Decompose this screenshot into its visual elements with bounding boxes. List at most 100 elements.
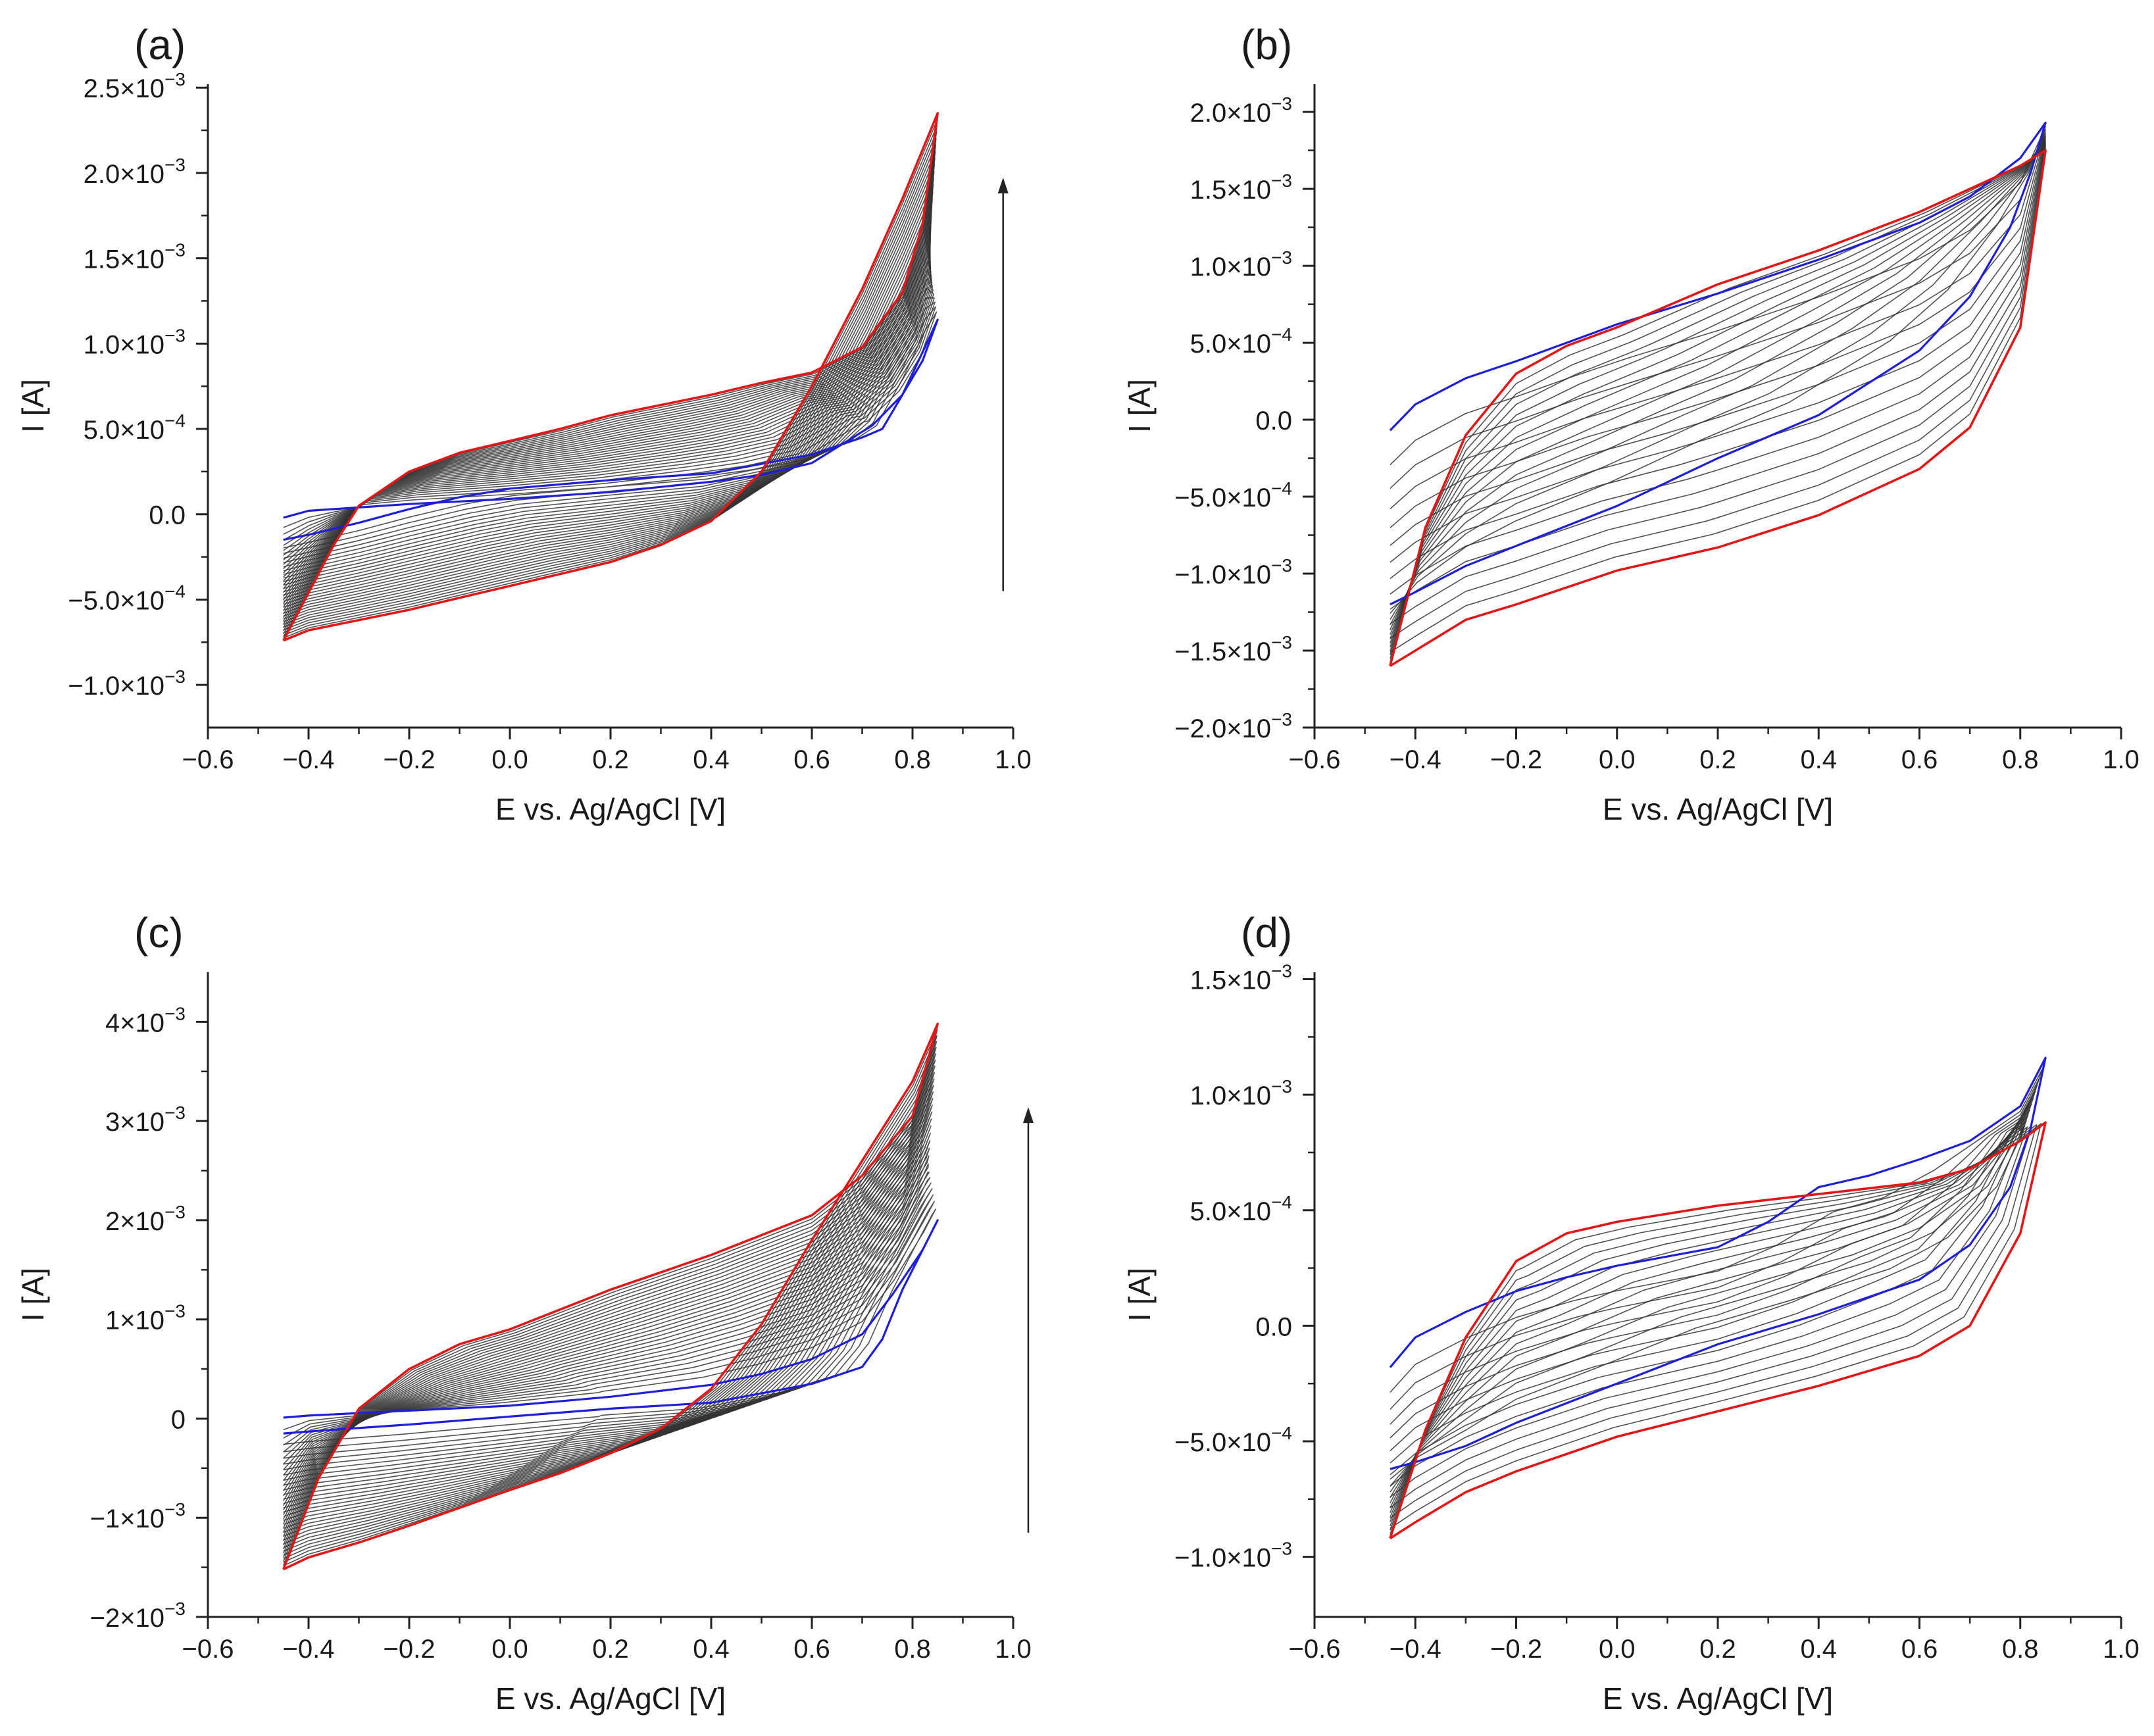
- cycle-curve-black: [1390, 141, 2046, 648]
- x-tick-label: 0.0: [491, 745, 528, 774]
- cycle-curve-black: [283, 1035, 938, 1563]
- x-tick-label: −0.4: [283, 745, 335, 774]
- trend-arrow-head: [997, 177, 1009, 193]
- cycle-curve-black: [1390, 136, 2046, 635]
- x-tick-label: 0.8: [894, 1635, 931, 1664]
- y-tick-label: 0.0: [1255, 1312, 1292, 1341]
- x-axis-label: E vs. Ag/AgCl [V]: [1603, 1681, 1833, 1716]
- cycle-curve-black: [283, 1041, 938, 1560]
- y-tick-label: −5.0×10−4: [68, 581, 186, 615]
- cycle-curve-black: [1390, 148, 2046, 663]
- cycle-curve-black: [283, 177, 934, 614]
- cycle-curve-black: [283, 278, 934, 572]
- cycle-curve-black: [283, 1188, 933, 1465]
- cycle-curve-black: [283, 1208, 936, 1445]
- x-axis-label: E vs. Ag/AgCl [V]: [495, 792, 726, 826]
- cycle-curve-black: [283, 301, 936, 559]
- cycle-curve-black: [283, 157, 936, 622]
- cycle-curve-black: [283, 125, 938, 636]
- y-tick-label: 2.0×10−3: [1190, 93, 1292, 128]
- x-tick-label: 1.0: [2103, 745, 2140, 774]
- chart-panel: (a) −0.6 −0.4 −0.2 0.0 0.2 0.4 0.6 0.8 1.0 −1.0×10…: [16, 21, 1032, 826]
- y-tick-label: 1.0×10−3: [1190, 247, 1292, 282]
- x-tick-label: 0.0: [1599, 1635, 1636, 1664]
- cycle-curve-black: [283, 220, 932, 596]
- cycle-curve-black: [1390, 131, 2046, 626]
- x-tick-label: 0.8: [2002, 1635, 2039, 1664]
- x-tick-label: 0.4: [693, 1635, 730, 1664]
- last-cycle-curve-red: [282, 112, 939, 642]
- cycle-curve-black: [283, 1065, 936, 1545]
- last-cycle-curve-red: [282, 1022, 939, 1571]
- cycle-curve-black: [283, 170, 935, 617]
- first-cycle-curve-blue: [1389, 121, 2047, 606]
- y-axis-label: I [A]: [1122, 1268, 1157, 1322]
- y-tick-label: 0: [171, 1405, 186, 1434]
- plot-area: [1389, 121, 2047, 667]
- cycle-curve-black: [283, 1091, 934, 1529]
- cycle-curve-black: [283, 144, 936, 628]
- cycle-curve-black: [283, 164, 936, 620]
- cycle-curve-black: [1390, 1109, 2030, 1513]
- y-tick-label: 1.5×10−3: [84, 240, 186, 274]
- last-cycle-curve-red: [1389, 149, 2047, 667]
- panel-label: (d): [1241, 909, 1292, 956]
- x-tick-label: 0.2: [592, 745, 629, 774]
- x-tick-label: 0.4: [693, 745, 730, 774]
- cycle-curve-black: [283, 287, 934, 568]
- x-tick-label: −0.2: [1490, 1635, 1542, 1664]
- cycle-curve-black: [283, 311, 938, 549]
- cycle-curve-black: [283, 131, 938, 633]
- cycle-curve-black: [1390, 1097, 2034, 1504]
- cycle-curve-black: [283, 1177, 931, 1476]
- cycle-curve-black: [1390, 1069, 2043, 1480]
- cycle-curve-black: [1390, 126, 2046, 614]
- trend-arrow-head: [1022, 1107, 1034, 1124]
- cycle-curve-black: [283, 244, 932, 586]
- cycle-curve-black: [1390, 137, 2046, 639]
- x-tick-label: 0.4: [1800, 1635, 1837, 1664]
- y-tick-label: 2×10−3: [105, 1202, 186, 1236]
- cycle-curve-black: [1390, 134, 2046, 630]
- first-cycle-curve-blue: [1389, 1056, 2047, 1470]
- cycle-curve-black: [283, 1172, 930, 1481]
- cycle-curve-black: [283, 1053, 936, 1552]
- x-tick-label: 1.0: [995, 745, 1032, 774]
- cycle-curve-black: [1390, 143, 2046, 652]
- first-cycle-curve-blue: [283, 318, 939, 541]
- y-tick-label: −1.5×10−3: [1174, 632, 1292, 666]
- cycle-curve-black: [1390, 1125, 2033, 1527]
- y-tick-label: 1.5×10−3: [1190, 961, 1292, 995]
- x-tick-label: 0.2: [592, 1635, 629, 1664]
- cycle-curve-black: [283, 1085, 934, 1533]
- y-tick-label: 1.5×10−3: [1190, 170, 1292, 205]
- x-tick-label: −0.4: [283, 1635, 335, 1664]
- x-tick-label: 1.0: [2103, 1635, 2140, 1664]
- y-tick-label: −1.0×10−3: [1174, 1539, 1292, 1573]
- cycle-curve-black: [283, 252, 932, 583]
- panel-label: (a): [134, 21, 186, 68]
- y-tick-label: 4×10−3: [105, 1003, 186, 1037]
- cycle-curve-black: [283, 1163, 929, 1486]
- cycle-curve-black: [283, 269, 934, 576]
- x-tick-label: 0.6: [1901, 745, 1938, 774]
- x-tick-label: −0.6: [1289, 745, 1341, 774]
- cycle-curve-black: [283, 198, 933, 605]
- x-tick-label: 0.6: [793, 1635, 830, 1664]
- cycle-curve-black: [1390, 1124, 2038, 1531]
- chart-panel: (b) −0.6 −0.4 −0.2 0.0 0.2 0.4 0.6 0.8 1.0 −2.0×10…: [1122, 21, 2140, 826]
- y-tick-label: 2.5×10−3: [84, 69, 186, 103]
- cycle-curve-black: [283, 1047, 937, 1556]
- cycle-curve-black: [283, 191, 934, 608]
- cycle-curve-black: [283, 1098, 934, 1525]
- y-tick-label: −5.0×10−4: [1174, 478, 1292, 512]
- x-tick-label: 0.6: [793, 745, 830, 774]
- y-tick-label: −2×10−3: [90, 1599, 186, 1633]
- cycle-curve-black: [283, 1078, 935, 1537]
- cycle-curve-black: [1390, 1078, 2040, 1487]
- cycle-curve-black: [1390, 146, 2046, 659]
- cycle-curve-black: [283, 1133, 931, 1504]
- y-tick-label: 0.0: [1255, 407, 1292, 435]
- cycle-curve-black: [283, 205, 933, 602]
